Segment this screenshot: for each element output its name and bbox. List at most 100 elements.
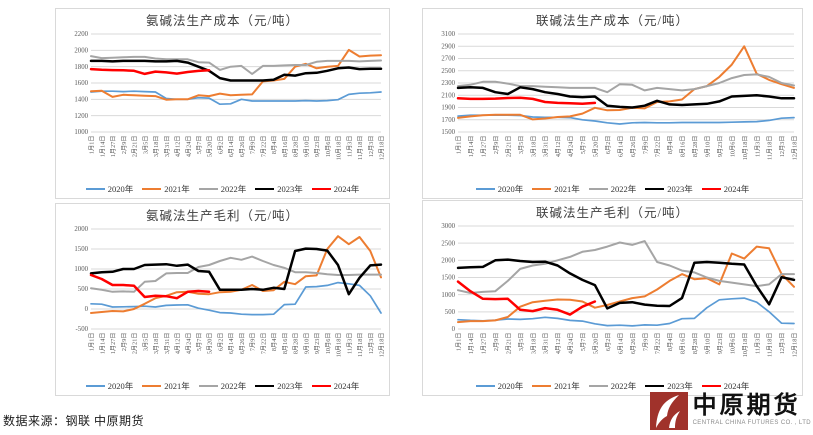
series-line-2022年 [457,240,795,294]
x-axis-label: 1月1日 [456,136,463,155]
line-chart-ammonia-soda-cost: 1000 1200 1400 1600 1800 2000 2200 1月1日 1月14日 1月2… [74,31,385,160]
x-axis-label: 9月10日 [303,135,310,157]
x-axis-label: 12月18日 [792,333,799,358]
x-axis-label: 5月20日 [592,333,599,355]
y-axis-label: 1500 [441,129,455,136]
legend-label: 2021年 [164,184,190,194]
legend-line-marker [85,188,105,190]
legend-line-marker [475,385,495,387]
legend-line-marker [311,385,331,387]
y-axis-label: 2700 [441,56,455,63]
x-axis-label: 7月9日 [250,136,257,155]
series-line-2022年 [457,73,795,94]
chart-panel-ammonia-soda-profit: 氨碱法生产毛利（元/吨） -500 0 500 1000 1500 2000 1月1日 1月1… [55,203,390,396]
y-axis-label: 2000 [74,226,88,233]
legend-item-2020年: 2020年 [85,380,134,392]
chart-panel-combined-soda-cost: 联碱法生产成本（元/吨） 1500 1700 1900 2100 2300 2500 270… [422,8,803,199]
y-axis-label: 2300 [441,80,455,87]
legend-line-marker [198,385,218,387]
legend-label: 2023年 [277,381,303,391]
series-line-2020年 [457,297,795,327]
x-axis-label: 1月27日 [110,333,117,355]
chart-panel-combined-soda-profit: 联碱法生产毛利（元/吨） 0 500 1000 1500 2000 2500 3000 1月1… [422,200,803,396]
series-line-2024年 [89,67,211,76]
x-axis-label: 6月26日 [239,333,246,355]
x-axis-label: 4月24日 [185,333,192,355]
legend-label: 2023年 [667,381,693,391]
x-axis-label: 10月6日 [729,136,736,158]
x-axis-label: 1月14日 [99,333,106,355]
legend-label: 2024年 [723,184,750,194]
x-axis-label: 3月31日 [543,333,550,355]
x-axis-label: 12月18日 [379,333,386,358]
y-axis-label: 1400 [74,97,88,104]
x-axis-label: 1月27日 [110,136,117,158]
chart-title: 联碱法生产毛利（元/吨） [536,206,689,220]
x-axis-label: 6月2日 [217,333,224,352]
x-axis-label: 1月27日 [480,333,487,355]
x-axis-label: 6月26日 [239,136,246,158]
x-axis-label: 10月6日 [325,136,332,158]
legend-label: 2020年 [497,381,524,391]
y-axis-label: 1000 [441,292,455,299]
x-axis-label: 2月21日 [505,136,512,158]
x-axis-label: 3月5日 [518,136,525,155]
x-axis-label: 8月4日 [271,333,278,352]
legend-label: 2021年 [554,381,580,391]
legend-item-2024年: 2024年 [311,183,359,195]
x-axis-label: 2月9日 [121,333,128,352]
x-axis-label: 4月12日 [555,333,562,355]
x-axis-label: 9月10日 [303,333,310,355]
x-axis-label: 6月14日 [617,333,624,355]
y-axis-label: 1900 [441,105,455,112]
legend-label: 2021年 [554,184,580,194]
x-axis-label: 9月10日 [704,333,711,355]
legend-item-2022年: 2022年 [588,183,637,195]
x-axis-label: 6月26日 [630,333,637,355]
y-axis-label: 2100 [441,92,455,99]
legend-item-2022年: 2022年 [588,380,636,392]
legend-item-2020年: 2020年 [85,183,133,195]
x-axis-label: 9月23日 [314,333,321,355]
legend-line-marker [701,385,721,387]
x-axis-label: 4月24日 [185,136,192,158]
legend-item-2021年: 2021年 [532,183,580,195]
x-axis-label: 1月1日 [89,136,96,155]
x-axis-label: 5月7日 [580,136,587,155]
legend-item-2023年: 2023年 [255,183,303,195]
legend-item-2023年: 2023年 [645,380,693,392]
x-axis-label: 8月4日 [271,136,278,155]
x-axis-label: 1月1日 [89,333,96,352]
x-axis-label: 8月28日 [293,136,300,158]
x-axis-label: 3月18日 [153,333,160,355]
x-axis-label: 3月5日 [142,333,149,352]
x-axis-label: 6月26日 [630,136,637,158]
y-axis-label: 2500 [441,68,455,75]
line-chart-combined-soda-profit: 0 500 1000 1500 2000 2500 3000 1月1日 1月14日 1月27日 2月… [441,223,799,358]
y-axis-label: 2200 [74,31,88,38]
legend-label: 2020年 [107,381,134,391]
chart-title: 氨碱法生产毛利（元/吨） [146,209,299,223]
legend-line-marker [311,188,331,190]
chart-legend: 2020年 2021年 2022年 2023年 2024年 [423,182,802,196]
x-axis-label: 2月21日 [505,333,512,355]
y-axis-label: 500 [78,286,89,293]
legend-item-2021年: 2021年 [142,183,190,195]
legend-item-2024年: 2024年 [701,380,749,392]
legend-label: 2022年 [610,184,637,194]
x-axis-label: 8月16日 [680,333,687,355]
series-line-2021年 [457,45,795,121]
x-axis-label: 5月7日 [580,333,587,352]
x-axis-label: 3月5日 [142,136,149,155]
y-axis-label: 1800 [74,64,88,71]
series-line-2024年 [456,280,597,316]
chart-title: 氨碱法生产成本（元/吨） [146,14,299,28]
x-axis-label: 8月16日 [680,136,687,158]
line-chart-ammonia-soda-profit: -500 0 500 1000 1500 2000 1月1日 1月14日 1月27日 2月9日 2月… [74,226,386,358]
x-axis-label: 7月9日 [250,333,257,352]
x-axis-label: 7月22日 [260,136,267,158]
x-axis-label: 11月18日 [767,136,774,161]
x-axis-label: 5月20日 [592,136,599,158]
x-axis-label: 11月18日 [357,333,364,358]
series-line-2020年 [90,90,382,106]
